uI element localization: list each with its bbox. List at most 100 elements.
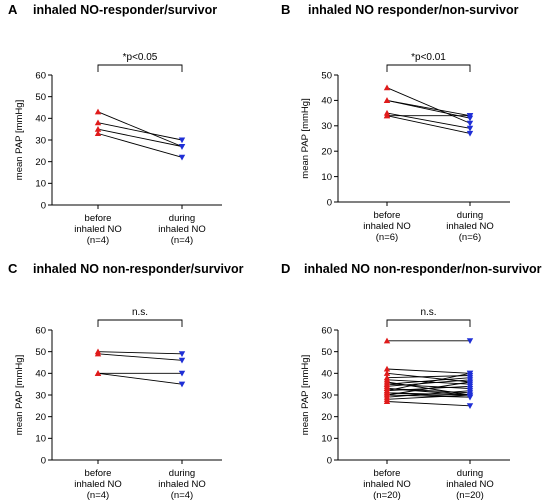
paired-line — [97, 111, 183, 147]
y-tick-label: 20 — [321, 412, 332, 423]
during-point — [178, 137, 186, 144]
significance-bracket — [386, 319, 471, 327]
x-category-label: (n=4) — [87, 490, 109, 501]
before-point — [94, 350, 102, 357]
x-category-label: inhaled NO — [158, 224, 206, 235]
x-category-label: (n=4) — [171, 235, 193, 246]
during-point — [178, 370, 186, 377]
x-category-label: inhaled NO — [74, 224, 122, 235]
paired-line — [386, 368, 471, 374]
paired-line — [386, 372, 471, 392]
x-category-label: during — [169, 468, 195, 479]
y-tick-label: 60 — [35, 325, 46, 336]
during-point — [466, 388, 474, 394]
during-point — [466, 120, 474, 127]
before-point — [94, 125, 102, 132]
during-point — [466, 125, 474, 132]
paired-line — [97, 128, 183, 147]
during-point — [466, 383, 474, 390]
during-point — [178, 357, 186, 364]
during-point — [178, 143, 186, 150]
panel-letter: A — [8, 2, 18, 17]
paired-line — [386, 394, 471, 400]
x-category-label: before — [85, 468, 112, 479]
x-category-label: during — [457, 468, 483, 479]
panel-title: inhaled NO non-responder/non-survivor — [304, 262, 542, 276]
y-tick-label: 50 — [321, 70, 332, 81]
y-axis-title: mean PAP [mmHg] — [14, 355, 25, 435]
y-tick-label: 10 — [321, 172, 332, 183]
x-category-label: inhaled NO — [363, 221, 411, 232]
paired-line — [97, 122, 183, 141]
y-axis-title: mean PAP [mmHg] — [14, 100, 25, 180]
y-tick-label: 30 — [35, 390, 46, 401]
x-category-label: inhaled NO — [446, 479, 494, 490]
panel-letter: B — [281, 2, 290, 17]
y-tick-label: 20 — [35, 157, 46, 168]
during-point — [466, 130, 474, 137]
x-category-label: (n=4) — [87, 235, 109, 246]
during-point — [466, 113, 474, 119]
before-point — [383, 365, 391, 372]
paired-line — [386, 381, 471, 396]
x-category-label: before — [85, 213, 112, 224]
x-category-label: (n=6) — [459, 232, 481, 243]
before-point — [383, 97, 391, 103]
paired-line — [97, 353, 183, 361]
paired-line — [386, 379, 471, 387]
paired-line — [97, 351, 183, 355]
y-tick-label: 40 — [321, 369, 332, 380]
y-tick-label: 40 — [321, 96, 332, 107]
y-tick-label: 60 — [321, 325, 332, 336]
significance-bracket — [386, 64, 471, 72]
y-tick-label: 0 — [41, 200, 46, 211]
y-axis-title: mean PAP [mmHg] — [300, 98, 311, 178]
before-point — [383, 84, 391, 91]
x-category-label: inhaled NO — [446, 221, 494, 232]
before-point — [383, 398, 391, 405]
x-category-label: (n=20) — [373, 490, 401, 501]
y-tick-label: 30 — [321, 121, 332, 132]
during-point — [466, 392, 474, 399]
paired-line — [386, 87, 471, 124]
before-point — [94, 130, 102, 137]
panel-title: inhaled NO-responder/survivor — [33, 3, 217, 17]
y-tick-label: 60 — [35, 70, 46, 81]
y-tick-label: 40 — [35, 114, 46, 125]
before-point — [383, 112, 391, 119]
during-point — [466, 379, 474, 386]
y-tick-label: 20 — [35, 412, 46, 423]
paired-line — [97, 372, 183, 385]
panel-letter: C — [8, 261, 18, 276]
significance-label: n.s. — [420, 307, 436, 318]
x-category-label: inhaled NO — [363, 479, 411, 490]
significance-bracket — [97, 319, 183, 327]
significance-bracket — [97, 64, 183, 72]
y-tick-label: 0 — [327, 455, 332, 466]
y-tick-label: 20 — [321, 147, 332, 158]
y-tick-label: 50 — [321, 347, 332, 358]
before-point — [94, 370, 102, 376]
panel-title: inhaled NO responder/non-survivor — [308, 3, 519, 17]
y-tick-label: 10 — [35, 179, 46, 190]
y-tick-label: 30 — [35, 135, 46, 146]
paired-line — [97, 133, 183, 158]
during-point — [178, 381, 186, 388]
y-tick-label: 50 — [35, 92, 46, 103]
y-tick-label: 0 — [327, 197, 332, 208]
x-category-label: before — [374, 468, 401, 479]
paired-line — [386, 401, 471, 407]
paired-line — [386, 394, 471, 398]
x-category-label: during — [457, 210, 483, 221]
y-tick-label: 30 — [321, 390, 332, 401]
before-point — [383, 370, 391, 376]
x-category-label: during — [169, 213, 195, 224]
panel-title: inhaled NO non-responder/survivor — [33, 262, 244, 276]
x-category-label: inhaled NO — [74, 479, 122, 490]
significance-label: n.s. — [132, 307, 148, 318]
paired-line — [386, 115, 471, 134]
